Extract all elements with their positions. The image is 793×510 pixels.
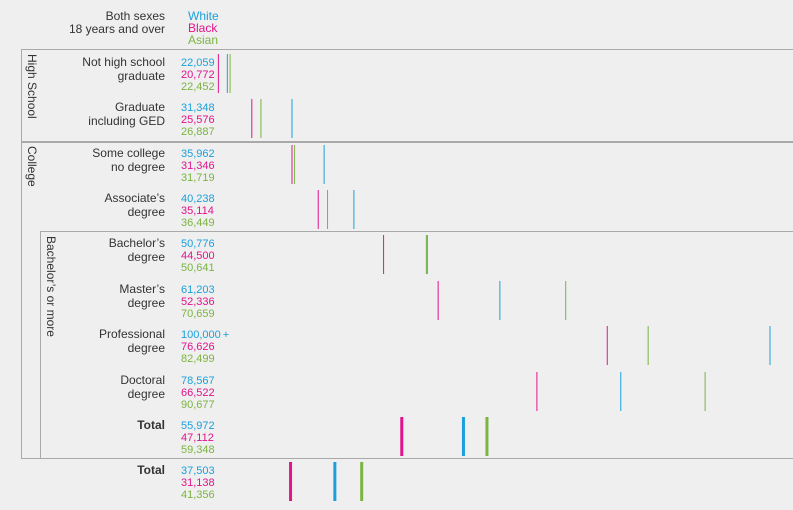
row-values: 61,203 52,336 70,659 [181, 284, 215, 320]
value-white-text: 22,059 [181, 57, 215, 69]
value-asian: 22,452 [181, 81, 215, 93]
value-white: 55,972 [181, 420, 215, 432]
row-values: 78,567 66,522 90,677 [181, 375, 215, 411]
value-asian: 82,499 [181, 353, 215, 365]
value-white-text: 50,776 [181, 238, 215, 250]
value-black: 25,576 [181, 114, 215, 126]
group-box-bachelors [40, 231, 793, 459]
value-black: 66,522 [181, 387, 215, 399]
row-label-line1: Master’s [119, 282, 165, 296]
legend-black: Black [188, 21, 218, 35]
row-values: 40,238 35,114 36,449 [181, 193, 215, 229]
row-values: 35,962 31,346 31,719 [181, 148, 215, 184]
row-label: Bachelor’s degree [5, 237, 165, 263]
legend: White Black Asian [188, 10, 219, 46]
row-label-line2: degree [127, 341, 165, 355]
row-label: Not high school graduate [5, 56, 165, 82]
value-white: 37,503 [181, 465, 215, 477]
row-values: 31,348 25,576 26,887 [181, 102, 215, 138]
value-white-text: 55,972 [181, 420, 215, 432]
row-label: Doctoral degree [5, 374, 165, 400]
header-label: Both sexes 18 years and over [5, 10, 165, 35]
value-white: 35,962 [181, 148, 215, 160]
row-values: 37,503 31,138 41,356 [181, 465, 215, 501]
value-black: 31,346 [181, 160, 215, 172]
value-white-text: 37,503 [181, 465, 215, 477]
value-black: 52,336 [181, 296, 215, 308]
row-label-line2: degree [127, 387, 165, 401]
value-asian: 90,677 [181, 399, 215, 411]
row-label-line1: Total [137, 463, 165, 477]
value-white-text: 35,962 [181, 148, 215, 160]
row-label: Some college no degree [5, 147, 165, 173]
value-white-suffix: + [222, 329, 230, 341]
row-label-line2: degree [127, 205, 165, 219]
value-asian: 50,641 [181, 262, 215, 274]
group-box-high-school [21, 49, 793, 143]
row-label-line1: Professional [98, 327, 165, 341]
value-white: 61,203 [181, 284, 215, 296]
row-values: 55,972 47,112 59,348 [181, 420, 215, 456]
value-asian: 70,659 [181, 308, 215, 320]
value-white: 50,776 [181, 238, 215, 250]
row-label-line2: no degree [110, 160, 165, 174]
row-label-line1: Total [137, 418, 165, 432]
row-label-line1: Graduate [114, 100, 165, 114]
row-values: 100,000 +76,626 82,499 [181, 329, 229, 365]
row-label: Graduate including GED [5, 101, 165, 127]
row-label-line1: Some college [92, 146, 165, 160]
value-white-text: 31,348 [181, 102, 215, 114]
row-label-line2: graduate [117, 69, 165, 83]
row-label-line2: degree [127, 296, 165, 310]
row-label: Associate’s degree [5, 192, 165, 218]
row-label-line1: Not high school [82, 55, 165, 69]
row-label: Total [5, 419, 165, 431]
value-black: 31,138 [181, 477, 215, 489]
value-white: 100,000 + [181, 329, 229, 341]
value-black: 76,626 [181, 341, 215, 353]
row-label: Master’s degree [5, 283, 165, 309]
row-values: 22,059 20,772 22,452 [181, 57, 215, 93]
value-black: 20,772 [181, 69, 215, 81]
value-white-text: 40,238 [181, 193, 215, 205]
row-label-line1: Bachelor’s [108, 236, 165, 250]
row-label-line2: degree [127, 250, 165, 264]
row-label: Professional degree [5, 328, 165, 354]
value-white: 78,567 [181, 375, 215, 387]
value-black: 44,500 [181, 250, 215, 262]
value-white-text: 100,000 [181, 329, 221, 341]
header-label-line1: Both sexes [105, 9, 165, 23]
value-asian: 31,719 [181, 172, 215, 184]
value-black: 35,114 [181, 205, 214, 217]
legend-asian: Asian [188, 33, 219, 47]
value-asian: 41,356 [181, 489, 215, 501]
value-white-text: 78,567 [181, 375, 215, 387]
legend-white: White [188, 9, 219, 23]
row-label: Total [5, 464, 165, 476]
value-asian: 36,449 [181, 217, 215, 229]
value-asian: 26,887 [181, 126, 215, 138]
row-label-line2: including GED [88, 114, 165, 128]
row-label-line1: Doctoral [120, 373, 165, 387]
value-black: 47,112 [181, 432, 214, 444]
value-asian: 59,348 [181, 444, 215, 456]
header-label-line2: 18 years and over [68, 22, 165, 36]
value-white: 31,348 [181, 102, 215, 114]
value-white: 22,059 [181, 57, 215, 69]
row-label-line1: Associate’s [104, 191, 165, 205]
value-white: 40,238 [181, 193, 215, 205]
value-white-text: 61,203 [181, 284, 215, 296]
row-values: 50,776 44,500 50,641 [181, 238, 215, 274]
